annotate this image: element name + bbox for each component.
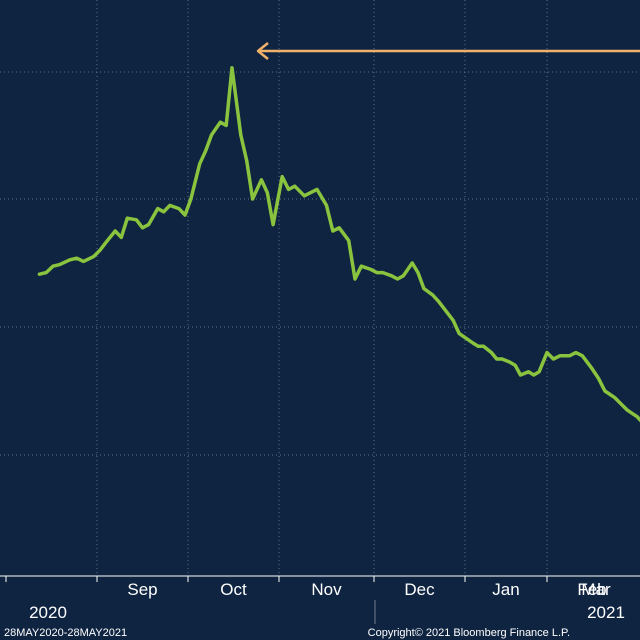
- annotation-layer: [256, 42, 640, 60]
- x-tick-label: Mar: [581, 580, 611, 599]
- series-line: [37, 66, 640, 423]
- x-tick-label: Sep: [127, 580, 157, 599]
- x-axis: [0, 575, 640, 582]
- gridlines: [0, 0, 640, 576]
- series-layer: [37, 66, 640, 423]
- reference-arrow-head: [256, 42, 269, 60]
- x-tick-label: Dec: [404, 580, 435, 599]
- year-label: 2021: [587, 603, 625, 622]
- x-tick-label: Feb: [577, 580, 606, 599]
- x-tick-label: Nov: [311, 580, 342, 599]
- x-tick-label: Jan: [492, 580, 519, 599]
- x-tick-label: Oct: [220, 580, 247, 599]
- date-range-label: 28MAY2020-28MAY2021: [4, 627, 127, 639]
- year-label: 2020: [29, 603, 67, 622]
- copyright-label: Copyright© 2021 Bloomberg Finance L.P.: [368, 627, 570, 639]
